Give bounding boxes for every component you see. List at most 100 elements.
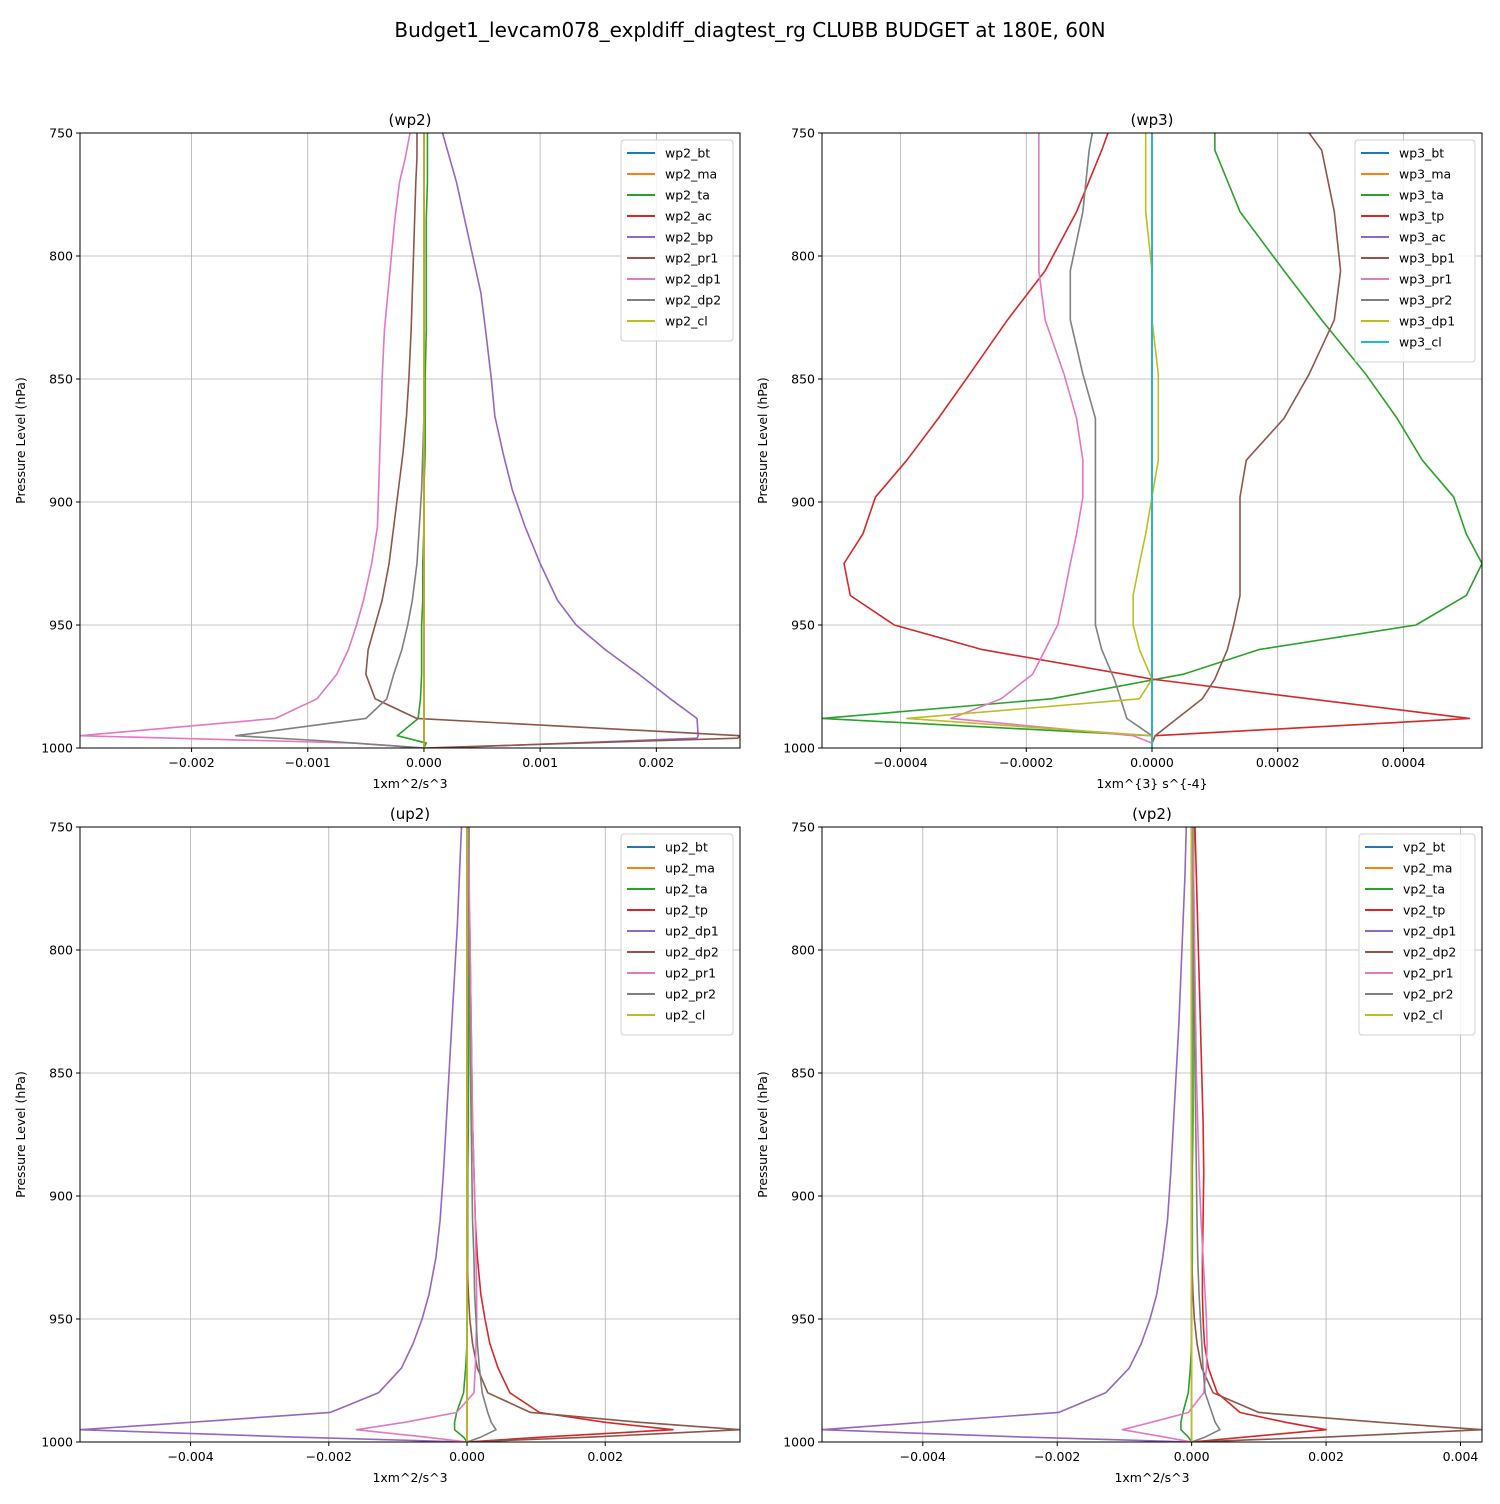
chart1-plot-frame (79, 132, 741, 749)
chart2-xtick-label: 0.0002 (1256, 755, 1300, 770)
chart1-legend-box (620, 139, 734, 342)
chart3-legend-label: up2_ta (665, 882, 708, 897)
chart3-legend-label: up2_cl (665, 1008, 705, 1023)
chart2-series-wp3_bp1 (1151, 133, 1342, 748)
chart1-legend-label: wp2_cl (665, 314, 708, 329)
chart2-legend-label: wp3_tp (1399, 209, 1444, 224)
chart4-series-vp2_pr1 (1121, 827, 1208, 1442)
chart2-ytick-label: 800 (791, 249, 815, 264)
chart1-ylabel: Pressure Level (hPa) (13, 377, 28, 504)
chart1-series-wp2_dp1 (80, 133, 424, 748)
chart3-xtick-label: −0.002 (306, 1449, 352, 1464)
chart2-ylabel: Pressure Level (hPa) (755, 377, 770, 504)
chart3-legend-label: up2_pr1 (665, 966, 716, 981)
chart2-xtick-label: 0.0004 (1382, 755, 1426, 770)
chart4-series-vp2_dp1 (822, 827, 1192, 1442)
chart-panels: −0.002 −0.001 0.000 0.001 0.002 750 800 850 900 9… (13, 111, 1483, 1485)
chart2-series-wp3_ta (822, 133, 1482, 748)
chart2-legend-label: wp3_ac (1399, 230, 1446, 245)
chart1-legend-label: wp2_dp2 (665, 293, 721, 308)
chart3-xtick-label: −0.004 (167, 1449, 213, 1464)
chart1-series-wp2_pr1 (365, 133, 740, 748)
chart1-legend-label: wp2_bt (665, 146, 710, 161)
chart2-series-wp3_tp (843, 133, 1471, 748)
chart2-legend-label: wp3_bp1 (1399, 251, 1455, 266)
chart4-series-group (822, 827, 1482, 1442)
chart3-xtick-label: 0.002 (587, 1449, 623, 1464)
chart1-ytick-label: 750 (49, 126, 73, 141)
chart1-legend-label: wp2_ma (665, 167, 717, 182)
chart1-legend-label: wp2_bp (665, 230, 713, 245)
chart1-legend-label: wp2_ac (665, 209, 712, 224)
chart3-ytick-label: 750 (49, 820, 73, 835)
figure-title: Budget1_levcam078_expldiff_diagtest_rg C… (394, 18, 1105, 42)
chart3-xtick-label: 0.000 (449, 1449, 485, 1464)
chart4-ytick-label: 800 (791, 943, 815, 958)
chart4-legend-box (1358, 833, 1476, 1036)
chart1-xtick-label: −0.001 (285, 755, 331, 770)
chart2-legend-label: wp3_bt (1399, 146, 1444, 161)
chart4-ytick-label: 850 (791, 1066, 815, 1081)
chart1-ytick-label: 800 (49, 249, 73, 264)
chart1-title: (wp2) (388, 111, 431, 129)
chart1-series-group (80, 133, 740, 748)
chart4-panel: −0.004 −0.002 0.000 0.002 0.004 750 800 850 900 9… (755, 805, 1483, 1485)
chart3-series-up2_dp1 (80, 827, 468, 1442)
chart4-legend-label: vp2_ta (1403, 882, 1445, 897)
chart1-legend-label: wp2_ta (665, 188, 710, 203)
chart2-legend-label: wp3_pr2 (1399, 293, 1452, 308)
chart4-xtick-label: 0.000 (1174, 1449, 1210, 1464)
chart1-xtick-label: 0.001 (522, 755, 558, 770)
chart4-series-vp2_pr2 (1191, 827, 1221, 1442)
chart1-panel: −0.002 −0.001 0.000 0.001 0.002 750 800 850 900 9… (13, 111, 741, 791)
chart3-plot-frame (79, 826, 741, 1443)
chart3-ytick-label: 800 (49, 943, 73, 958)
chart4-legend-label: vp2_pr1 (1403, 966, 1454, 981)
chart3-legend-label: up2_pr2 (665, 987, 716, 1002)
chart4-plot-frame (821, 826, 1483, 1443)
chart2-ytick-label: 1000 (783, 741, 815, 756)
chart3-legend-label: up2_bt (665, 840, 708, 855)
chart2-legend-label: wp3_ma (1399, 167, 1451, 182)
chart3-title: (up2) (390, 805, 430, 823)
chart4-ytick-label: 950 (791, 1312, 815, 1327)
chart1-legend-label: wp2_pr1 (665, 251, 718, 266)
chart3-legend-label: up2_dp1 (665, 924, 719, 939)
chart1-ytick-label: 1000 (41, 741, 73, 756)
chart2-legend-label: wp3_dp1 (1399, 314, 1455, 329)
chart2-series-group (822, 133, 1482, 748)
chart2-ytick-label: 850 (791, 372, 815, 387)
chart1-xtick-label: −0.002 (168, 755, 214, 770)
chart1-ytick-label: 900 (49, 495, 73, 510)
chart1-legend-label: wp2_dp1 (665, 272, 721, 287)
chart1-ytick-label: 950 (49, 618, 73, 633)
chart2-ytick-label: 900 (791, 495, 815, 510)
chart3-legend-label: up2_ma (665, 861, 715, 876)
chart4-xtick-label: −0.002 (1034, 1449, 1080, 1464)
chart2-xtick-label: 0.0000 (1130, 755, 1174, 770)
chart2-ytick-label: 750 (791, 126, 815, 141)
chart4-xtick-label: 0.002 (1308, 1449, 1344, 1464)
chart4-legend: vp2_bt vp2_ma vp2_ta vp2_tp vp2_dp1 vp2_dp2vp… (1358, 833, 1476, 1036)
chart2-legend-label: wp3_cl (1399, 335, 1442, 350)
chart3-legend-label: up2_tp (665, 903, 708, 918)
chart4-legend-label: vp2_bt (1403, 840, 1445, 855)
chart1-xtick-label: 0.000 (406, 755, 442, 770)
chart1-xlabel: 1xm^2/s^3 (372, 776, 447, 791)
chart3-legend: up2_bt up2_ma up2_ta up2_tp up2_dp1 up2_dp2up… (620, 833, 734, 1036)
chart3-ytick-label: 1000 (41, 1435, 73, 1450)
chart2-ytick-label: 950 (791, 618, 815, 633)
chart2-legend-label: wp3_ta (1399, 188, 1444, 203)
chart4-legend-label: vp2_dp2 (1403, 945, 1456, 960)
chart2-title: (wp3) (1130, 111, 1173, 129)
chart3-ytick-label: 900 (49, 1189, 73, 1204)
chart4-ytick-label: 1000 (783, 1435, 815, 1450)
chart3-series-up2_pr2 (466, 827, 497, 1442)
chart2-xtick-label: −0.0004 (873, 755, 927, 770)
chart3-xlabel: 1xm^2/s^3 (372, 1470, 447, 1485)
chart3-ylabel: Pressure Level (hPa) (13, 1071, 28, 1198)
chart4-ytick-label: 750 (791, 820, 815, 835)
chart2-xtick-label: −0.0002 (999, 755, 1053, 770)
